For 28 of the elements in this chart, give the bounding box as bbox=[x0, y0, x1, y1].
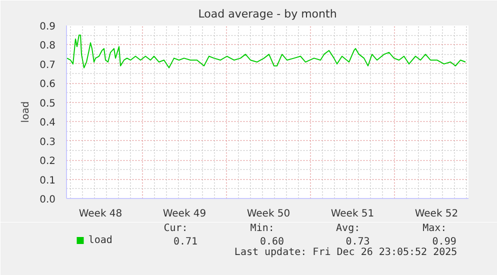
x-tick-label: Week 51 bbox=[330, 208, 374, 220]
y-tick-label: 0.4 bbox=[40, 118, 56, 129]
y-tick-label: 0.0 bbox=[40, 194, 56, 206]
x-tick-label: Week 50 bbox=[246, 208, 290, 220]
y-tick-label: 0.7 bbox=[40, 60, 56, 71]
chart-title: Load average - by month bbox=[198, 8, 337, 20]
x-tick-label: Week 52 bbox=[414, 208, 458, 220]
y-tick-label: 0.2 bbox=[40, 156, 56, 168]
y-tick-label: 0.5 bbox=[40, 98, 56, 110]
text: Avg: bbox=[336, 223, 360, 234]
text: 0.71 bbox=[173, 236, 198, 248]
y-tick-label: 0.6 bbox=[40, 79, 56, 90]
y-tick-label: 0.3 bbox=[40, 136, 56, 148]
y-tick-label: 0.9 bbox=[40, 22, 56, 32]
y-tick-label: 0.8 bbox=[40, 40, 56, 52]
text: 0.60 bbox=[260, 236, 284, 248]
text: Last update: Fri Dec 26 23:05:52 2025 bbox=[234, 247, 458, 258]
text: 0.73 bbox=[346, 236, 370, 248]
text: Cur: bbox=[164, 223, 188, 234]
x-tick-label: Week 48 bbox=[78, 208, 122, 220]
x-tick-label: Week 49 bbox=[162, 208, 206, 220]
text: Min: bbox=[250, 223, 274, 234]
text: Max: bbox=[422, 223, 447, 234]
y-axis-title: load bbox=[20, 101, 32, 123]
line-series bbox=[66, 34, 466, 68]
y-tick-label: 0.1 bbox=[40, 175, 56, 186]
legend-label: load bbox=[88, 235, 112, 246]
text: 0.99 bbox=[432, 236, 456, 248]
